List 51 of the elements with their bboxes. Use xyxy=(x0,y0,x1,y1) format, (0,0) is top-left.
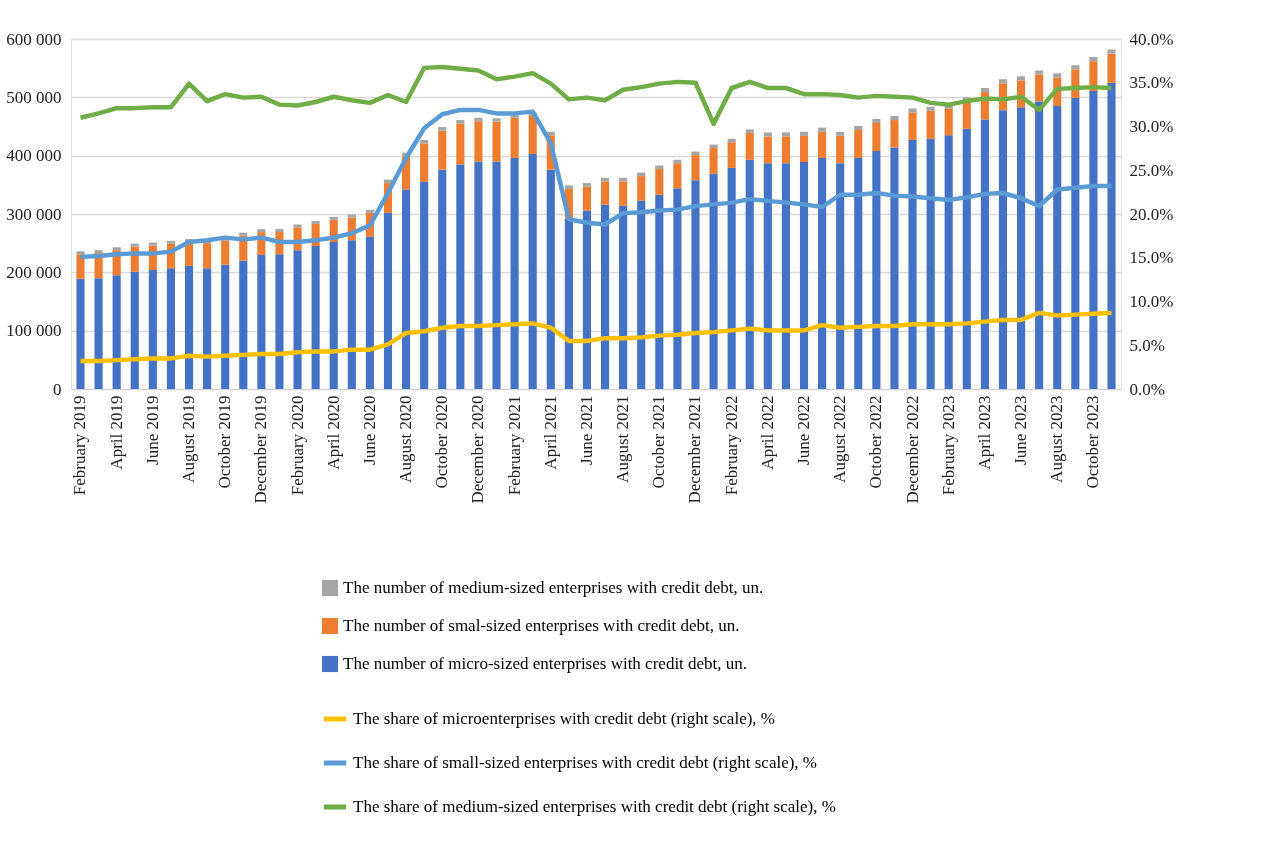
legend-label: The number of micro-sized enterprises with credit debt, un. xyxy=(343,654,748,673)
x-tick-label: June 2023 xyxy=(1011,395,1031,465)
x-tick-label: August 2020 xyxy=(396,395,416,483)
x-tick-label: October 2022 xyxy=(866,395,886,489)
y2-tick-label: 5.0% xyxy=(1129,335,1165,355)
y2-tick-label: 0.0% xyxy=(1129,379,1165,399)
x-tick-label: December 2021 xyxy=(685,395,705,504)
legend-label: The share of small-sized enterprises with credit debt (right scale), % xyxy=(353,753,818,772)
x-tick-label: December 2022 xyxy=(902,395,922,504)
x-tick-label: October 2021 xyxy=(649,395,669,489)
x-tick-label: April 2022 xyxy=(757,395,777,470)
y2-tick-label: 30.0% xyxy=(1129,117,1174,136)
x-tick-label: February 2022 xyxy=(721,395,741,496)
x-tick-label: December 2019 xyxy=(251,395,271,504)
x-tick-label: October 2020 xyxy=(432,395,452,489)
y-tick-label: 0 xyxy=(53,379,62,399)
x-tick-label: August 2023 xyxy=(1047,395,1067,483)
x-tick-label: February 2023 xyxy=(938,395,958,496)
x-tick-label: February 2019 xyxy=(70,395,90,496)
x-tick-label: April 2019 xyxy=(106,395,126,470)
y-tick-label: 300 000 xyxy=(6,204,62,224)
x-tick-label: April 2020 xyxy=(323,395,343,470)
y2-tick-label: 40.0% xyxy=(1129,29,1174,49)
y2-tick-label: 20.0% xyxy=(1129,204,1174,224)
x-tick-label: August 2022 xyxy=(830,395,850,483)
x-tick-label: April 2021 xyxy=(540,395,560,470)
x-tick-label: February 2020 xyxy=(287,395,307,496)
x-tick-label: August 2019 xyxy=(179,395,199,483)
legend-label: The number of smal-sized enterprises with credit debt, un. xyxy=(343,616,740,635)
y-tick-label: 600 000 xyxy=(6,29,62,49)
y2-tick-label: 10.0% xyxy=(1129,292,1174,311)
y-tick-label: 500 000 xyxy=(6,87,62,107)
legend-label: The share of microenterprises with credit debt (right scale), % xyxy=(353,709,776,728)
x-tick-label: October 2023 xyxy=(1083,395,1103,489)
y-tick-label: 400 000 xyxy=(6,146,62,166)
y2-tick-label: 25.0% xyxy=(1129,160,1174,180)
x-tick-label: June 2019 xyxy=(142,395,162,465)
legend-label: The number of medium-sized enterprises with credit debt, un. xyxy=(343,578,764,597)
x-tick-label: February 2021 xyxy=(504,395,524,496)
x-tick-label: October 2019 xyxy=(215,395,235,489)
x-tick-label: June 2021 xyxy=(576,395,596,465)
x-tick-label: April 2023 xyxy=(974,395,994,470)
y-tick-label: 100 000 xyxy=(6,321,62,341)
x-tick-label: December 2020 xyxy=(468,395,488,504)
y2-tick-label: 35.0% xyxy=(1129,73,1174,93)
legend-label: The share of medium-sized enterprises with credit debt (right scale), % xyxy=(353,797,836,816)
x-tick-label: June 2022 xyxy=(794,395,814,465)
x-tick-label: June 2020 xyxy=(359,395,379,465)
y2-tick-label: 15.0% xyxy=(1129,248,1174,268)
x-tick-label: August 2021 xyxy=(613,395,633,483)
y-tick-label: 200 000 xyxy=(6,262,62,282)
